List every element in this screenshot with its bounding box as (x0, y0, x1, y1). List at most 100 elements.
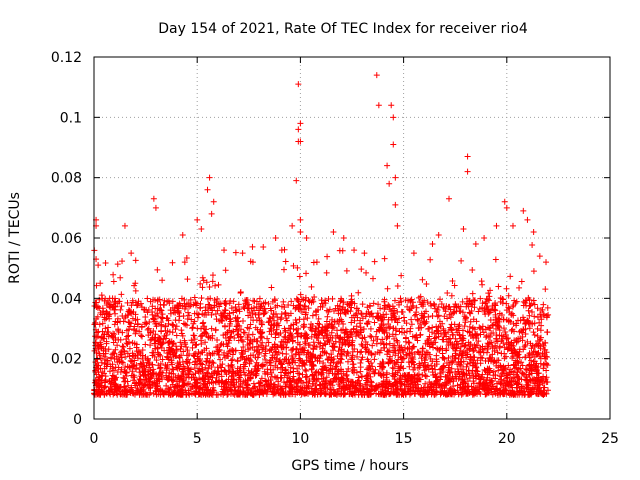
data-point (102, 383, 109, 390)
data-point (155, 362, 162, 369)
data-point (277, 342, 284, 349)
data-point (478, 373, 485, 380)
data-point (338, 385, 345, 392)
data-point (443, 338, 450, 345)
data-point (519, 333, 526, 340)
data-point (522, 354, 529, 361)
data-point (139, 346, 146, 353)
data-point (433, 384, 440, 391)
data-point (260, 244, 267, 251)
data-point (173, 332, 180, 339)
data-point (389, 370, 396, 377)
data-point (93, 334, 100, 341)
data-point (231, 335, 238, 342)
data-point (544, 379, 551, 386)
data-point (389, 331, 396, 338)
data-point (396, 328, 403, 335)
data-point (351, 247, 358, 254)
data-point (406, 380, 413, 387)
data-point (170, 352, 177, 359)
data-point (256, 349, 263, 356)
data-point (296, 341, 303, 348)
data-point (353, 305, 360, 312)
data-point (239, 384, 246, 391)
x-tick-label: 5 (193, 431, 202, 447)
data-point (125, 326, 132, 333)
data-point (221, 247, 228, 254)
data-point (310, 345, 317, 352)
data-point (120, 344, 127, 351)
data-point (227, 315, 234, 322)
data-point (505, 341, 512, 348)
data-point (186, 359, 193, 366)
data-point (447, 376, 454, 383)
data-point (168, 357, 175, 364)
data-point (458, 377, 465, 384)
data-point (170, 366, 177, 373)
data-point (102, 260, 109, 267)
data-point (379, 322, 386, 329)
data-point (384, 388, 391, 395)
data-point (330, 390, 337, 397)
data-point (428, 302, 435, 309)
data-point (529, 320, 536, 327)
data-point (247, 321, 254, 328)
data-point (222, 380, 229, 387)
data-point (142, 391, 149, 398)
data-point (383, 369, 390, 376)
data-point (143, 320, 150, 327)
data-point (514, 368, 521, 375)
data-point (467, 341, 474, 348)
data-point (393, 386, 400, 393)
data-point (179, 303, 186, 310)
data-point (278, 310, 285, 317)
data-point (259, 388, 266, 395)
data-point (368, 378, 375, 385)
data-point (484, 349, 491, 356)
data-point (326, 306, 333, 313)
data-point (124, 378, 131, 385)
data-point (445, 329, 452, 336)
data-point (292, 316, 299, 323)
data-point (532, 380, 539, 387)
data-point (394, 339, 401, 346)
data-point (214, 364, 221, 371)
data-point (188, 374, 195, 381)
data-point (334, 360, 341, 367)
data-point (537, 377, 544, 384)
data-point (440, 325, 447, 332)
data-point (293, 177, 300, 184)
data-point (132, 287, 139, 294)
data-point (398, 298, 405, 305)
data-point (211, 304, 218, 311)
data-point (492, 390, 499, 397)
data-point (335, 334, 342, 341)
data-point (341, 391, 348, 398)
data-point (317, 352, 324, 359)
data-point (455, 368, 462, 375)
data-point (520, 302, 527, 309)
data-point (197, 280, 204, 287)
data-point (203, 358, 210, 365)
data-point (281, 304, 288, 311)
data-point (358, 348, 365, 355)
data-point (233, 323, 240, 330)
data-point (162, 362, 169, 369)
data-point (408, 316, 415, 323)
data-point (153, 371, 160, 378)
data-point (306, 389, 313, 396)
data-point (406, 306, 413, 313)
data-point (117, 306, 124, 313)
data-point (485, 340, 492, 347)
data-point (482, 381, 489, 388)
data-point (357, 368, 364, 375)
data-point (477, 295, 484, 302)
data-point (544, 304, 551, 311)
data-point (532, 348, 539, 355)
data-point (443, 303, 450, 310)
data-point (297, 138, 304, 145)
data-point (309, 312, 316, 319)
data-point (194, 325, 201, 332)
data-point (530, 268, 537, 275)
data-point (371, 319, 378, 326)
